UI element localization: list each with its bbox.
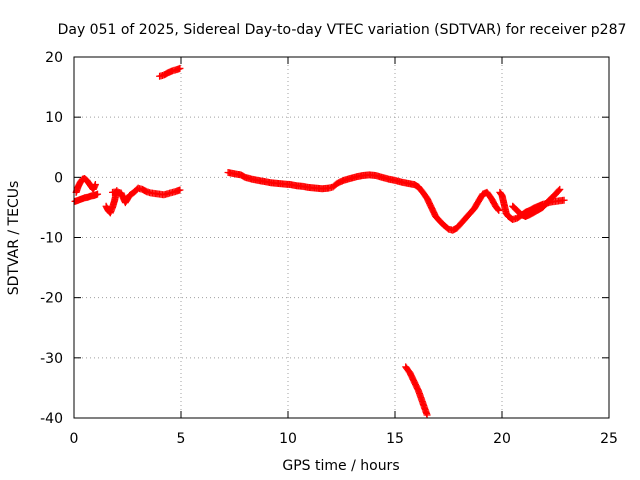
x-tick-label: 0 bbox=[70, 431, 79, 447]
y-tick-label: -20 bbox=[40, 291, 63, 307]
y-tick-label: 0 bbox=[54, 170, 63, 186]
data-point bbox=[494, 205, 502, 213]
x-tick-label: 20 bbox=[493, 431, 511, 447]
data-point bbox=[495, 206, 503, 214]
x-tick-label: 15 bbox=[386, 431, 404, 447]
series-arc-6 bbox=[224, 169, 503, 234]
data-point bbox=[560, 196, 568, 204]
data-point bbox=[176, 186, 184, 194]
series-arc-4 bbox=[109, 184, 184, 207]
axis-ticks bbox=[73, 56, 610, 419]
y-tick-label: 20 bbox=[45, 50, 63, 66]
series-arc-8 bbox=[509, 185, 564, 220]
y-tick-label: -40 bbox=[40, 411, 63, 427]
data-point bbox=[423, 411, 431, 419]
y-tick-label: 10 bbox=[45, 110, 63, 126]
grid bbox=[74, 57, 609, 418]
x-tick-label: 5 bbox=[177, 431, 186, 447]
series-arc-2 bbox=[71, 190, 102, 205]
y-tick-label: -30 bbox=[40, 351, 63, 367]
y-tick-labels: -40 -30 -20 -10 0 10 20 bbox=[40, 50, 63, 427]
x-tick-label: 10 bbox=[279, 431, 297, 447]
y-tick-label: -10 bbox=[40, 231, 63, 247]
series-arc-3 bbox=[102, 187, 121, 217]
y-axis-label: SDTVAR / TECUs bbox=[6, 181, 22, 296]
x-tick-labels: 0 5 10 15 20 25 bbox=[70, 431, 618, 447]
data-point bbox=[176, 64, 184, 72]
series-arc-9 bbox=[402, 363, 431, 419]
chart-title: Day 051 of 2025, Sidereal Day-to-day VTE… bbox=[58, 22, 627, 38]
data-point bbox=[94, 190, 102, 198]
data-point bbox=[555, 186, 563, 194]
x-tick-label: 25 bbox=[600, 431, 618, 447]
x-axis-label: GPS time / hours bbox=[282, 458, 399, 474]
data-point bbox=[556, 185, 564, 193]
series-arc-5 bbox=[156, 64, 184, 80]
data-point bbox=[91, 181, 99, 189]
series-arc-1 bbox=[72, 175, 99, 196]
data-marks bbox=[71, 64, 568, 419]
